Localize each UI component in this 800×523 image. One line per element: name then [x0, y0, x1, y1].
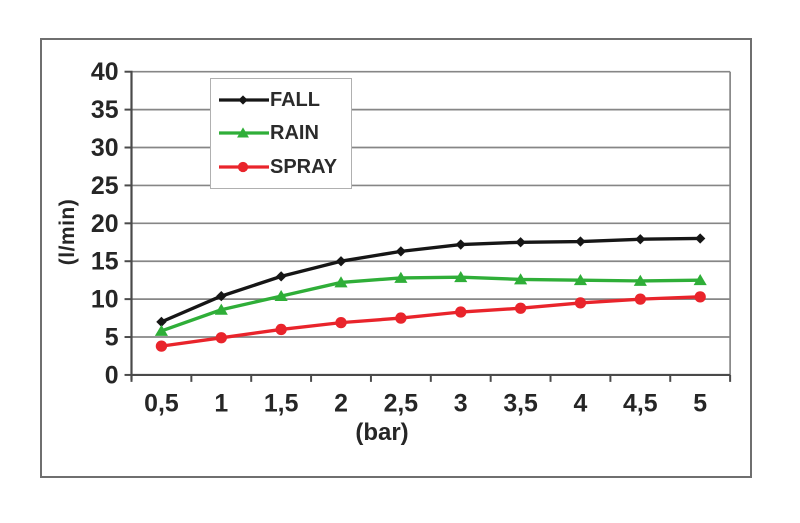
marker-circle [335, 316, 347, 329]
y-tick-label: 10 [91, 287, 119, 314]
marker-triangle [214, 303, 228, 315]
y-tick-label: 15 [91, 249, 119, 276]
marker-diamond [635, 234, 646, 245]
legend-swatch-spray-line-icon [219, 162, 269, 173]
chart-figure: 0 5 10 15 20 25 30 35 40 0,5 1 1,5 2 2,5 3 3,5 4 4,5 5 (l/… [40, 38, 752, 478]
marker-circle [395, 312, 407, 324]
marker-triangle [274, 289, 288, 302]
x-tick-label: 2 [334, 391, 348, 418]
marker-circle [574, 297, 587, 309]
marker-triangle [693, 274, 707, 286]
marker-diamond [695, 233, 706, 244]
marker-circle [155, 340, 168, 352]
marker-circle [237, 162, 249, 173]
y-tick-label: 35 [91, 97, 119, 124]
marker-circle [634, 293, 646, 305]
y-tick-label: 0 [105, 362, 119, 389]
marker-triangle [573, 274, 588, 286]
marker-triangle [394, 271, 408, 283]
legend-item-fall: FALL [211, 85, 351, 115]
x-tick-label: 0,5 [144, 391, 179, 418]
marker-circle [694, 291, 706, 303]
legend-label-fall: FALL [270, 88, 320, 111]
x-tick-label: 4 [574, 391, 588, 418]
chart-legend: FALL RAIN SPRAY [210, 78, 352, 189]
marker-triangle [237, 127, 249, 138]
chart-canvas: 0 5 10 15 20 25 30 35 40 0,5 1 1,5 2 2,5 3 3,5 4 4,5 5 [91, 59, 732, 418]
marker-triangle [454, 270, 468, 283]
x-tick-label: 5 [693, 391, 707, 418]
series-line-spray [159, 295, 702, 348]
legend-item-rain: RAIN [211, 118, 351, 148]
y-axis-title: (l/min) [56, 198, 79, 266]
marker-circle [275, 323, 287, 336]
y-tick-label: 30 [91, 135, 119, 162]
axes [124, 70, 732, 382]
marker-diamond [238, 95, 248, 105]
marker-triangle [154, 324, 168, 336]
marker-triangle [633, 274, 647, 286]
legend-swatch-fall-line-icon [219, 95, 269, 105]
series-lines [154, 233, 707, 352]
marker-circle [514, 302, 527, 314]
x-tick-label: 2,5 [384, 391, 419, 418]
legend-swatch-rain-line-icon [219, 127, 269, 138]
x-tick-label: 1,5 [264, 391, 299, 418]
y-tick-label: 5 [105, 325, 119, 352]
legend-label-spray: SPRAY [270, 156, 338, 179]
marker-triangle [334, 276, 348, 288]
x-tick-label: 3 [454, 391, 468, 418]
marker-circle [215, 332, 227, 344]
marker-triangle [514, 273, 528, 285]
marker-diamond [395, 246, 407, 257]
legend-item-spray: SPRAY [211, 152, 351, 182]
marker-diamond [515, 237, 526, 248]
y-tick-label: 25 [91, 173, 119, 200]
series-line-rain [159, 275, 702, 333]
x-axis-title: (bar) [355, 419, 409, 446]
marker-circle [455, 306, 467, 318]
series-line-fall [159, 236, 702, 324]
x-tick-label: 4,5 [623, 391, 658, 418]
y-tick-label: 40 [91, 59, 119, 86]
legend-label-rain: RAIN [270, 122, 319, 145]
marker-diamond [575, 236, 586, 247]
y-tick-label: 20 [91, 211, 119, 238]
marker-diamond [455, 239, 466, 250]
marker-diamond [275, 271, 287, 282]
axis-tick-labels: 0 5 10 15 20 25 30 35 40 0,5 1 1,5 2 2,5 3 3,5 4 4,5 5 [91, 59, 707, 417]
x-tick-label: 1 [214, 391, 228, 418]
x-tick-label: 3,5 [503, 391, 538, 418]
marker-diamond [335, 256, 347, 267]
